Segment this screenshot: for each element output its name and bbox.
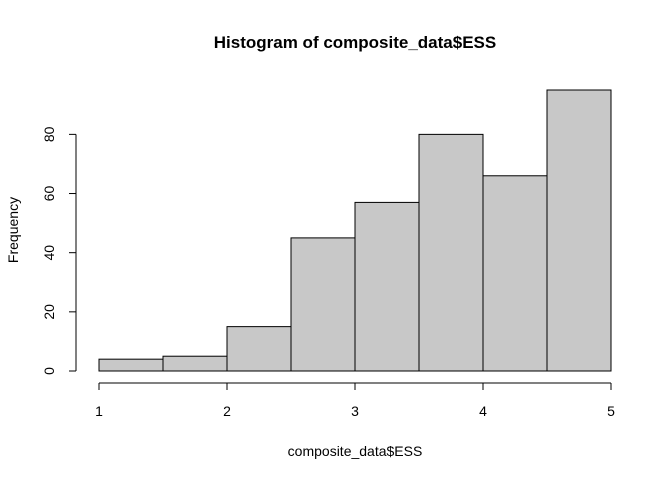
y-tick-label-1: 20 bbox=[41, 304, 57, 320]
y-tick-label-4: 80 bbox=[41, 126, 57, 142]
x-tick-label-3: 4 bbox=[479, 403, 487, 419]
histogram-bar-5 bbox=[418, 133, 484, 372]
histogram-bar-1 bbox=[162, 355, 228, 372]
x-tick-label-4: 5 bbox=[607, 403, 615, 419]
y-axis-label: Frequency bbox=[5, 197, 21, 263]
y-axis: 0 20 40 60 80 bbox=[41, 126, 77, 375]
histogram-bar-3 bbox=[290, 237, 356, 372]
x-tick-label-1: 2 bbox=[223, 403, 231, 419]
x-axis: 1 2 3 4 5 bbox=[95, 382, 615, 419]
histogram-bar-4 bbox=[354, 201, 420, 372]
y-tick-label-0: 0 bbox=[41, 367, 57, 375]
x-axis-label: composite_data$ESS bbox=[288, 443, 423, 459]
y-tick-label-2: 40 bbox=[41, 245, 57, 261]
chart-title: Histogram of composite_data$ESS bbox=[214, 33, 496, 52]
histogram-bar-7 bbox=[546, 89, 612, 372]
histogram-bars bbox=[98, 89, 612, 372]
histogram-bar-0 bbox=[98, 358, 164, 372]
y-tick-label-3: 60 bbox=[41, 186, 57, 202]
x-tick-label-0: 1 bbox=[95, 403, 103, 419]
x-tick-label-2: 3 bbox=[351, 403, 359, 419]
histogram-bar-2 bbox=[226, 326, 292, 372]
histogram-bar-6 bbox=[482, 175, 548, 372]
